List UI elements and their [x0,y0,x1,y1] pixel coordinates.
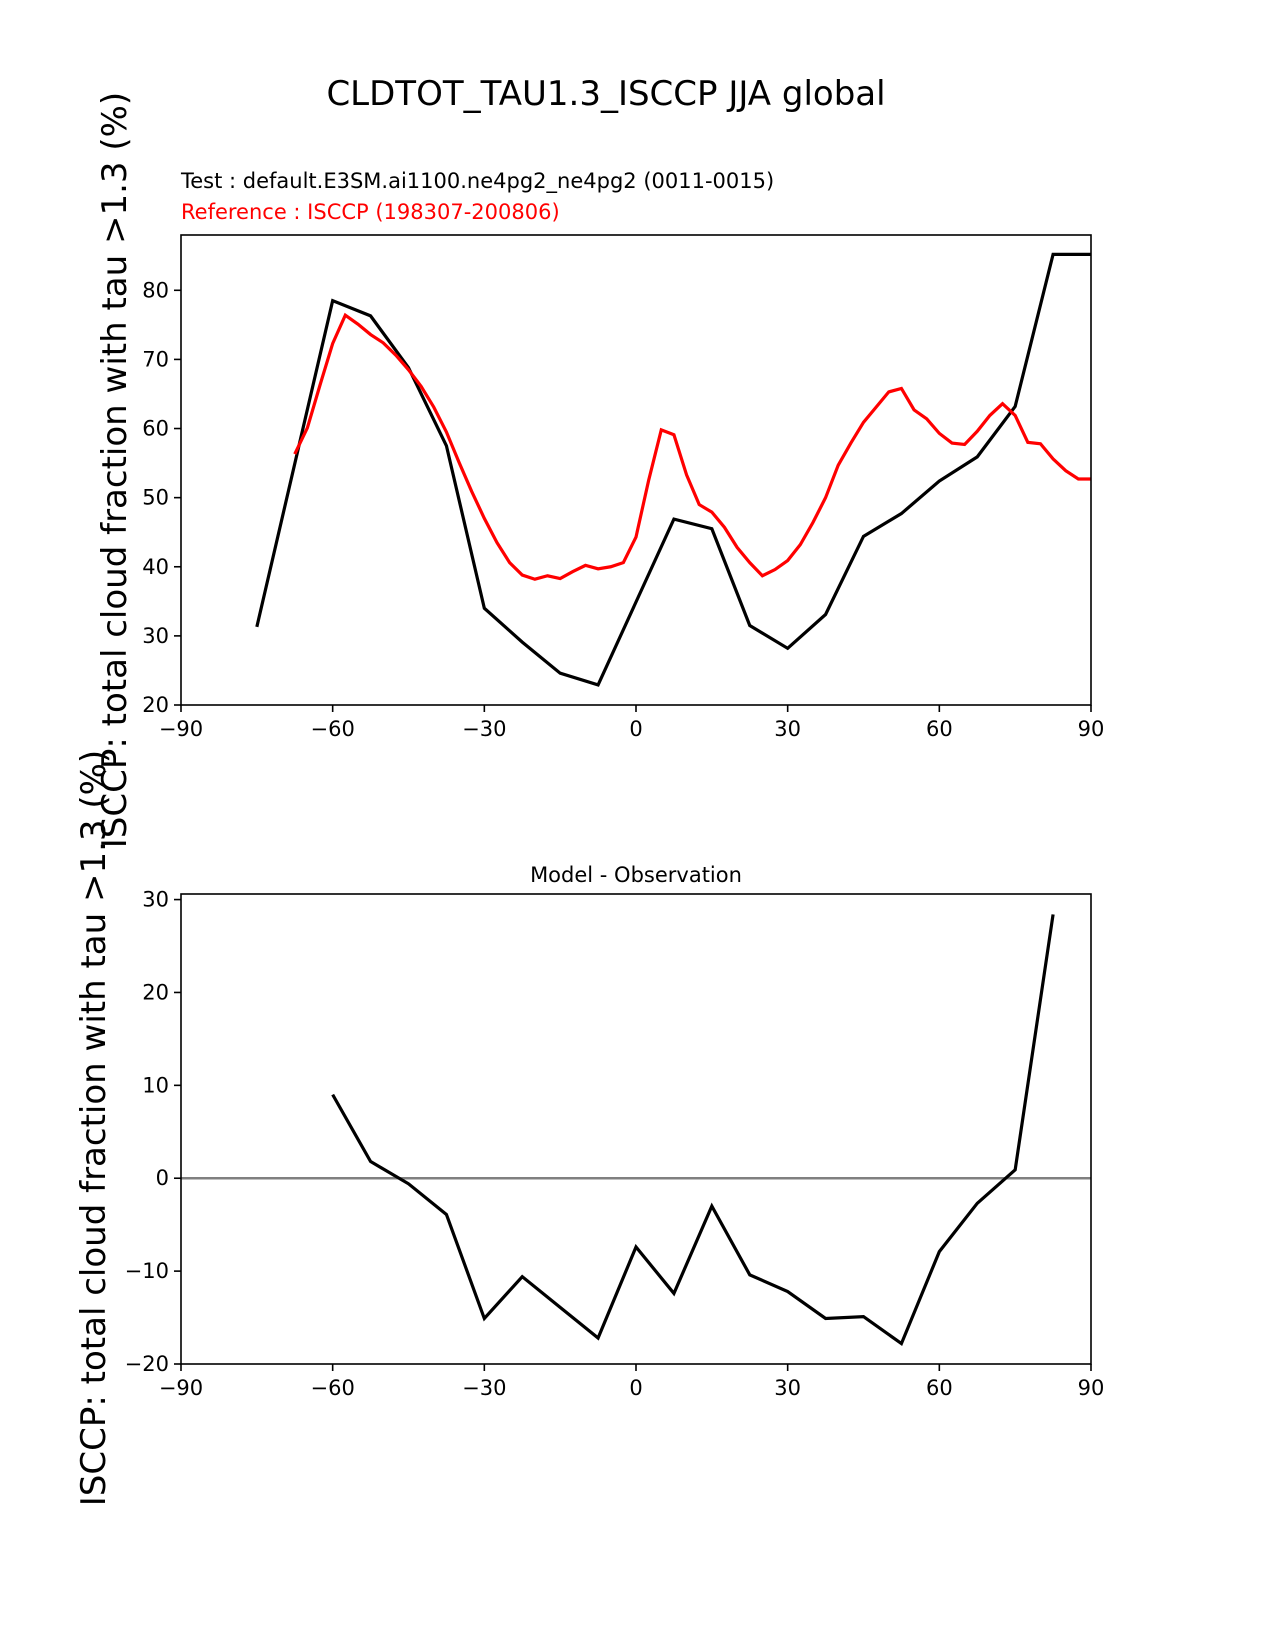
y-tick-label: 30 [142,888,169,912]
x-tick-label: 0 [629,1376,642,1400]
figure: CLDTOT_TAU1.3_ISCCP JJA global Test : de… [74,74,1105,1506]
y-tick-label: 70 [142,347,169,371]
y-tick-label: 20 [142,980,169,1004]
x-tick-label: −30 [462,717,506,741]
y-tick-label: 60 [142,417,169,441]
difference-title: Model - Observation [530,863,742,887]
y-tick-label: 50 [142,486,169,510]
plot-area-bottom: −90 −60 −30 0 30 60 90 −20 −10 0 10 20 30 [125,888,1105,1400]
x-tick-label: 90 [1078,1376,1105,1400]
y-tick-label: 20 [142,693,169,717]
y-tick-label: 0 [156,1166,169,1190]
panel-top: Test : default.E3SM.ai1100.ne4pg2_ne4pg2… [142,169,1104,741]
x-tick-label: 0 [629,717,642,741]
axes-frame [180,893,1092,1365]
y-tick-label: 10 [142,1073,169,1097]
x-tick-label: 60 [926,717,953,741]
figure-title: CLDTOT_TAU1.3_ISCCP JJA global [326,74,885,114]
x-tick-label: −60 [311,717,355,741]
x-tick-label: 30 [774,717,801,741]
y-axis-label-top: ISCCP: total cloud fraction with tau >1.… [95,92,135,848]
x-tick-label: −90 [159,717,203,741]
series-test-line [255,252,1091,687]
x-tick-label: −90 [159,1376,203,1400]
plot-area-top: −90 −60 −30 0 30 60 90 20 30 40 50 60 70 80 [142,234,1105,741]
test-label: Test : default.E3SM.ai1100.ne4pg2_ne4pg2… [180,169,774,194]
y-tick-label: −20 [125,1352,169,1376]
y-axis-label-bottom: ISCCP: total cloud fraction with tau >1.… [74,750,114,1506]
x-tick-label: 60 [926,1376,953,1400]
panel-bottom: Model - Observation −90 −60 −30 0 30 60 90−20−… [125,863,1105,1400]
reference-label: Reference : ISCCP (198307-200806) [181,200,560,224]
x-tick-label: −30 [462,1376,506,1400]
series-difference-line [331,914,1055,1347]
x-tick-label: 90 [1078,717,1105,741]
series-reference-line [293,312,1091,581]
x-tick-label: −60 [311,1376,355,1400]
x-tick-label: 30 [774,1376,801,1400]
y-tick-label: 80 [142,278,169,302]
y-tick-label: 30 [142,624,169,648]
y-tick-label: 40 [142,555,169,579]
y-tick-label: −10 [125,1259,169,1283]
